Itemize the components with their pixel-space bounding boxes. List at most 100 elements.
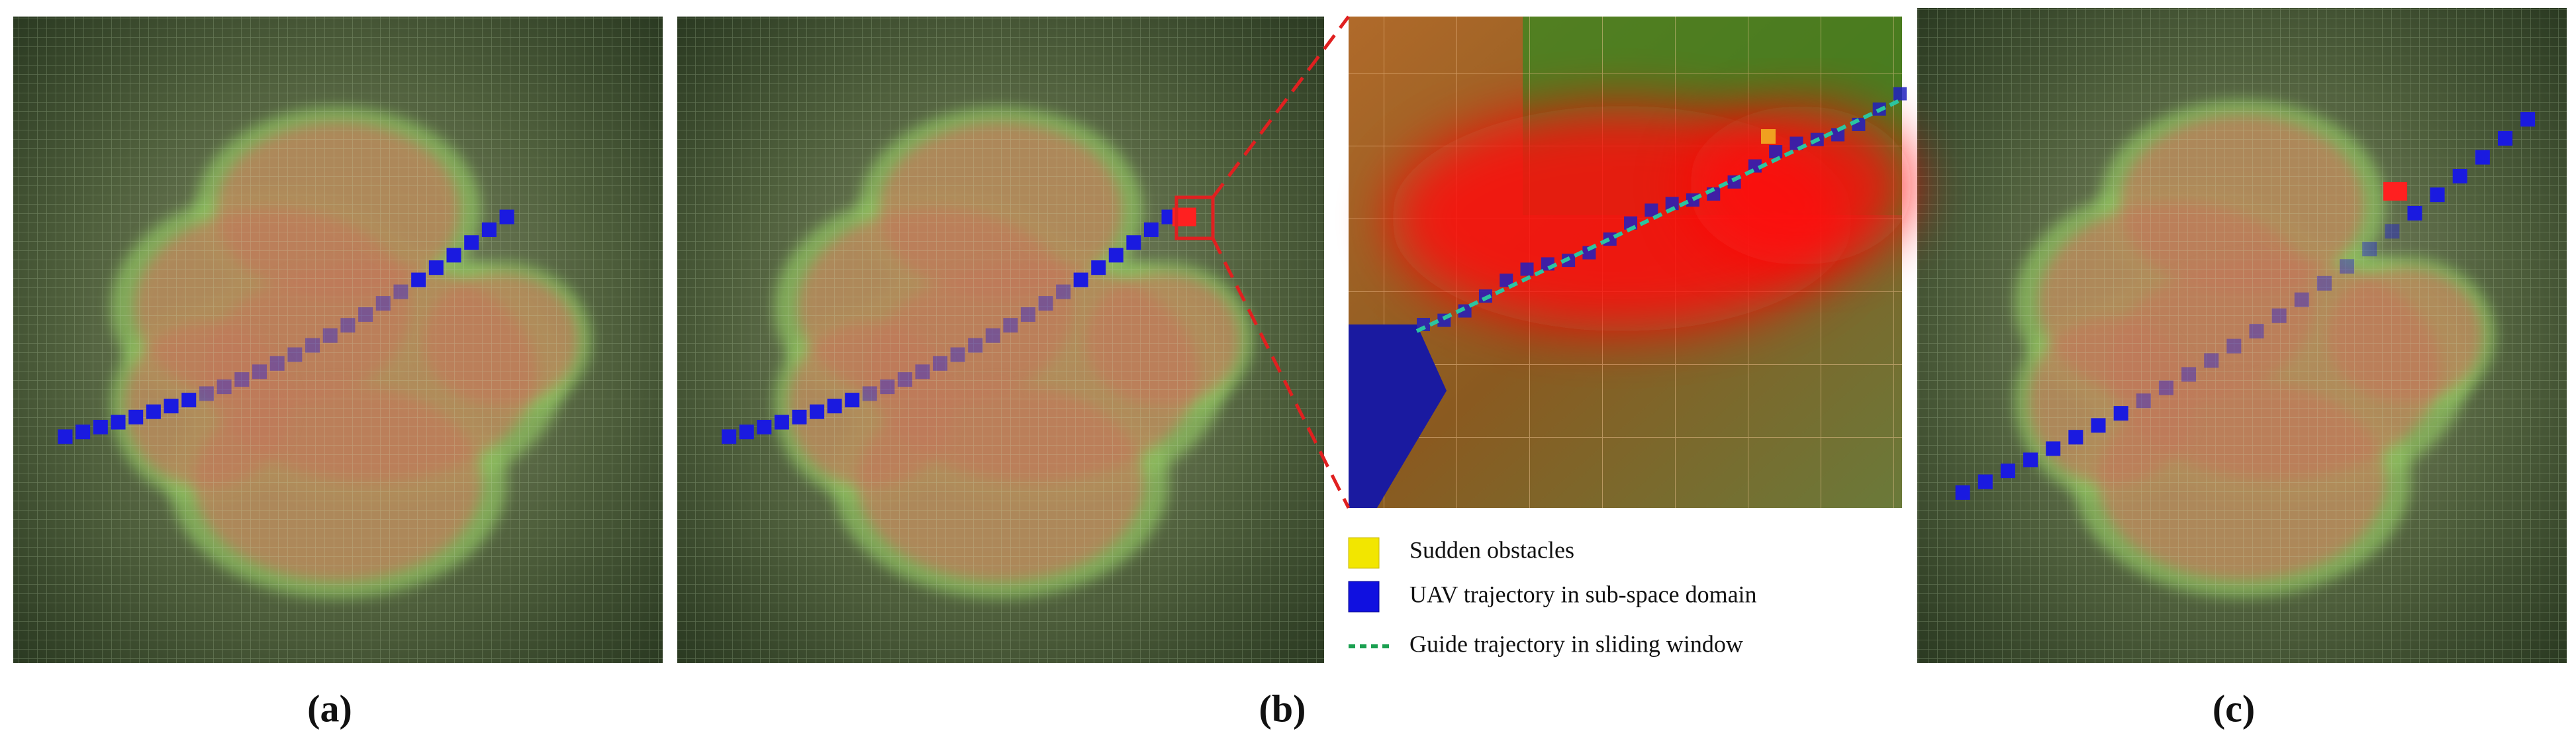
trajectory-cube bbox=[810, 404, 825, 419]
trajectory-cube bbox=[757, 419, 772, 434]
trajectory-cube bbox=[464, 235, 479, 250]
legend-icon bbox=[1348, 581, 1380, 613]
trajectory-cube bbox=[1020, 307, 1035, 322]
trajectory-cube bbox=[2136, 393, 2151, 409]
legend-text: Sudden obstacles bbox=[1409, 536, 1574, 563]
trajectory-cube bbox=[269, 356, 285, 371]
trajectory-cube bbox=[411, 272, 426, 287]
trajectory-cube bbox=[722, 429, 737, 444]
legend-text: Guide trajectory in sliding window bbox=[1409, 630, 1743, 657]
trajectory-cube bbox=[2475, 150, 2490, 165]
trajectory-cube bbox=[933, 356, 948, 371]
zoom-trajectory-cube bbox=[1665, 197, 1679, 211]
trajectory-cube bbox=[393, 284, 408, 299]
trajectory-cube bbox=[2158, 380, 2173, 395]
trajectory-cube bbox=[2430, 187, 2445, 203]
trajectory-cube bbox=[75, 424, 91, 440]
trajectory-cube bbox=[739, 424, 754, 440]
guide-trajectory bbox=[1415, 97, 1903, 333]
voxel-grid bbox=[1917, 8, 2567, 663]
zoom-obstacle bbox=[1688, 106, 1913, 265]
trajectory-cube bbox=[968, 338, 983, 353]
render-panel bbox=[1917, 8, 2567, 663]
trajectory-cube bbox=[1955, 485, 1970, 500]
trajectory-cube bbox=[827, 399, 842, 414]
zoom-trajectory-cube bbox=[1500, 273, 1513, 287]
trajectory-cube bbox=[1108, 248, 1123, 263]
trajectory-cube bbox=[481, 222, 497, 237]
legend-icon bbox=[1348, 537, 1380, 569]
zoom-uav-block bbox=[1349, 324, 1447, 508]
trajectory-cube bbox=[234, 372, 250, 387]
trajectory-cube bbox=[2000, 464, 2015, 479]
trajectory-cube bbox=[446, 248, 461, 263]
trajectory-cube bbox=[2498, 130, 2513, 146]
render-panel bbox=[13, 17, 663, 663]
trajectory-cube bbox=[252, 364, 267, 379]
trajectory-cube bbox=[2226, 338, 2242, 354]
trajectory-cube bbox=[58, 429, 73, 444]
trajectory-cube bbox=[2249, 324, 2264, 339]
trajectory-cube bbox=[287, 347, 303, 362]
trajectory-cube bbox=[1003, 318, 1018, 333]
trajectory-cube bbox=[2385, 224, 2400, 239]
trajectory-cube bbox=[950, 347, 965, 362]
trajectory-cube bbox=[897, 372, 912, 387]
trajectory-cube bbox=[428, 260, 444, 275]
trajectory-cube bbox=[2113, 406, 2128, 421]
zoom-connector bbox=[1212, 15, 1350, 199]
trajectory-cube bbox=[2316, 275, 2332, 291]
voxel-grid bbox=[13, 17, 663, 663]
trajectory-cube bbox=[93, 419, 108, 434]
voxel-grid bbox=[677, 17, 1324, 663]
trajectory-cube bbox=[2452, 168, 2467, 183]
trajectory-cube bbox=[2520, 112, 2536, 127]
sudden-obstacle bbox=[2383, 181, 2408, 201]
panel-label: (c) bbox=[2213, 687, 2255, 730]
trajectory-cube bbox=[216, 379, 232, 395]
trajectory-cube bbox=[499, 209, 514, 224]
trajectory-cube bbox=[358, 307, 373, 322]
trajectory-cube bbox=[164, 399, 179, 414]
trajectory-cube bbox=[2362, 242, 2377, 257]
legend: Sudden obstacles UAV trajectory in sub-s… bbox=[1348, 536, 1757, 657]
zoom-trajectory-cube bbox=[1893, 87, 1907, 101]
trajectory-cube bbox=[181, 393, 197, 408]
trajectory-cube bbox=[985, 328, 1000, 343]
trajectory-cube bbox=[2181, 367, 2197, 382]
legend-text: UAV trajectory in sub-space domain bbox=[1409, 581, 1757, 607]
zoom-trajectory-cube bbox=[1645, 203, 1658, 217]
zoom-box bbox=[1174, 195, 1215, 240]
trajectory-cube bbox=[2204, 353, 2219, 368]
trajectory-cube bbox=[146, 404, 161, 419]
trajectory-cube bbox=[199, 386, 214, 401]
trajectory-cube bbox=[375, 296, 391, 311]
trajectory-cube bbox=[1143, 222, 1159, 237]
zoom-trajectory-cube bbox=[1831, 128, 1845, 142]
trajectory-cube bbox=[1978, 474, 1993, 489]
zoom-trajectory-cube bbox=[1769, 145, 1783, 159]
trajectory-cube bbox=[2340, 259, 2355, 274]
trajectory-cube bbox=[2023, 452, 2038, 468]
trajectory-cube bbox=[128, 409, 144, 424]
panels bbox=[13, 8, 2567, 663]
trajectory-cube bbox=[915, 364, 930, 379]
trajectory-cube bbox=[2407, 205, 2422, 221]
trajectory-cube bbox=[2046, 441, 2061, 456]
trajectory-cube bbox=[880, 379, 895, 395]
zoom-sudden-obstacle bbox=[1761, 129, 1776, 144]
zoom-view bbox=[1349, 17, 1913, 508]
zoom-trajectory-cube bbox=[1520, 262, 1534, 276]
trajectory-cube bbox=[2091, 418, 2106, 433]
trajectory-cube bbox=[845, 393, 860, 408]
trajectory-cube bbox=[340, 318, 356, 333]
trajectory-cube bbox=[305, 338, 320, 353]
trajectory-cube bbox=[1126, 235, 1141, 250]
zoom-trajectory-cube bbox=[1582, 246, 1596, 260]
trajectory-cube bbox=[2294, 292, 2309, 307]
trajectory-cube bbox=[2068, 430, 2083, 445]
panel-label: (b) bbox=[1259, 687, 1306, 730]
trajectory-cube bbox=[2271, 308, 2287, 323]
trajectory-cube bbox=[774, 415, 789, 430]
